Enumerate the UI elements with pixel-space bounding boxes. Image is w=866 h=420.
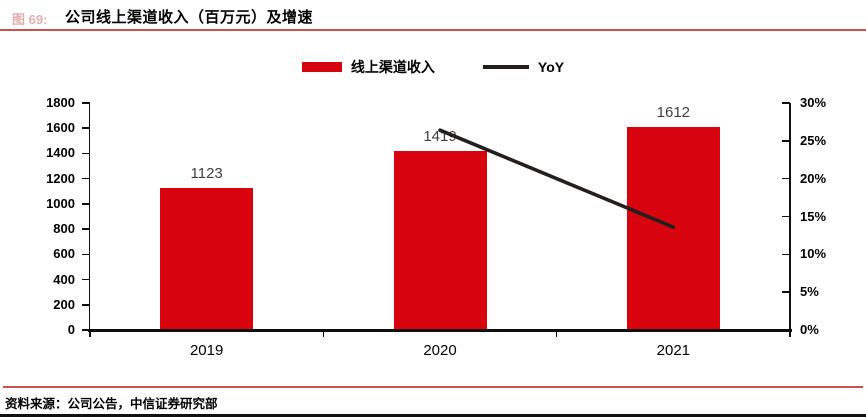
x-axis-label-2019: 2019: [189, 342, 224, 359]
y-axis-left-tick: [82, 228, 90, 230]
bar-value-label-2021: 1612: [656, 103, 691, 121]
x-axis-tick: [555, 331, 558, 337]
bottom-border-rule: [0, 414, 866, 417]
x-axis-tick: [322, 331, 325, 337]
y-axis-right-tick: [782, 177, 790, 180]
y-axis-left-tick: [82, 203, 90, 205]
y-axis-left-tick-label: 1600: [46, 120, 75, 136]
y-axis-left-tick-label: 400: [53, 271, 75, 287]
y-axis-right-tick: [782, 215, 790, 218]
legend-label-line-series: YoY: [537, 59, 565, 75]
bar-value-label-2019: 1123: [190, 165, 223, 183]
y-axis-right-tick: [782, 253, 790, 256]
y-axis-left-tick-label: 1200: [46, 170, 75, 186]
bar-series-swatch-icon: [301, 62, 342, 72]
title-divider-rule: [0, 29, 866, 31]
y-axis-right-tick: [782, 291, 790, 293]
x-axis-tick: [89, 331, 91, 337]
legend: 线上渠道收入 YoY: [0, 57, 866, 77]
y-axis-left-tick-label: 600: [53, 246, 75, 262]
x-axis-label-2021: 2021: [656, 342, 691, 359]
y-axis-left-line: [88, 103, 90, 332]
y-axis-right-tick-label: 5%: [800, 284, 819, 300]
x-axis-baseline: [88, 329, 792, 332]
source-text: 资料来源：公司公告，中信证券研究部: [5, 397, 218, 411]
y-axis-left-tick: [82, 304, 90, 306]
y-axis-right-tick: [782, 102, 790, 104]
y-axis-left-tick-label: 1000: [46, 195, 75, 211]
y-axis-right-line: [789, 103, 791, 332]
legend-label-bar-series: 线上渠道收入: [350, 59, 435, 75]
bar-2021: [626, 126, 720, 330]
y-axis-right-tick-label: 0%: [800, 322, 819, 337]
y-axis-left-tick: [82, 177, 90, 180]
figure-number-label: 图 69:: [12, 12, 48, 27]
line-series-swatch-icon: [482, 65, 529, 69]
bar-2020: [393, 151, 487, 330]
y-axis-left-tick: [82, 253, 90, 256]
chart-title: 公司线上渠道收入（百万元）及增速: [65, 9, 314, 26]
x-axis-tick: [789, 331, 791, 337]
y-axis-left-tick-label: 800: [53, 221, 75, 237]
y-axis-left-tick-label: 1400: [46, 145, 75, 161]
y-axis-left-tick: [82, 152, 90, 155]
source-divider-rule: [3, 386, 863, 388]
bar-2019: [160, 188, 254, 330]
y-axis-left-tick: [82, 329, 90, 331]
y-axis-right-tick-label: 25%: [800, 132, 827, 148]
bar-value-label-2020: 1419: [423, 128, 457, 146]
x-axis-label-2020: 2020: [423, 342, 457, 359]
legend-item-bar-series: 线上渠道收入: [301, 57, 435, 77]
legend-item-line-series: YoY: [482, 59, 565, 75]
y-axis-right-tick-label: 30%: [800, 95, 827, 110]
y-axis-left-tick: [82, 102, 90, 104]
y-axis-right-tick-label: 15%: [800, 208, 827, 224]
y-axis-right-tick-label: 20%: [800, 170, 827, 186]
y-axis-left-tick: [82, 127, 90, 129]
y-axis-left-tick: [82, 278, 90, 281]
y-axis-left-tick-label: 0: [67, 322, 75, 337]
y-axis-right-tick-label: 10%: [800, 246, 827, 262]
y-axis-right-tick: [782, 140, 790, 142]
y-axis-left-tick-label: 1800: [46, 95, 75, 110]
y-axis-left-tick-label: 200: [53, 296, 75, 312]
